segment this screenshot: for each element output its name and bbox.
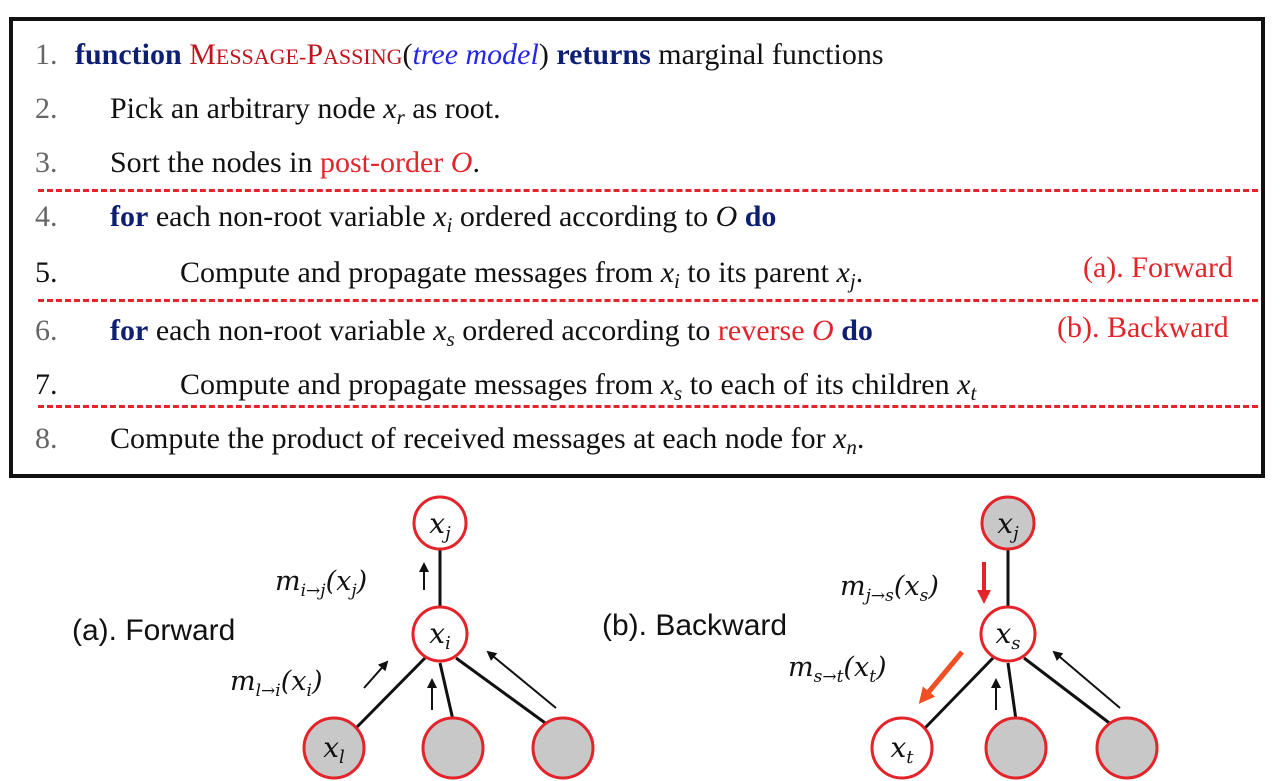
backward-node-leaf bbox=[984, 716, 1048, 780]
backward-node-parent bbox=[980, 495, 1036, 551]
message-passing-diagrams: xj xi xl mi→j(xj) ml→i(xi) (a). Forward … bbox=[72, 495, 1159, 780]
algorithm-box: 1. function MESSAGE-PASSING(tree model) … bbox=[9, 17, 1265, 478]
backward-node-child bbox=[870, 716, 934, 780]
function-argument: tree model bbox=[412, 38, 539, 71]
line-number: 8. bbox=[35, 422, 58, 455]
backward-tag: (b). Backward bbox=[1057, 311, 1229, 344]
line-number: 7. bbox=[35, 368, 58, 401]
keyword-returns: returns bbox=[556, 38, 651, 71]
line-number: 2. bbox=[35, 92, 58, 125]
backward-child-arrow bbox=[918, 650, 964, 704]
line-number: 6. bbox=[35, 314, 58, 347]
forward-mid-node-label: xi bbox=[429, 617, 451, 654]
forward-child-arrow bbox=[363, 660, 389, 689]
line-number: 1. bbox=[35, 38, 58, 71]
backward-right-arrow bbox=[1052, 650, 1121, 709]
backward-mid-node-label: xs bbox=[995, 617, 1020, 654]
line-number: 4. bbox=[35, 200, 58, 233]
forward-up-message: mi→j(xj) bbox=[275, 566, 367, 601]
forward-section-divider bbox=[38, 189, 1258, 192]
forward-node-parent bbox=[412, 495, 468, 551]
backward-down-message: mj→s(xs) bbox=[840, 571, 939, 606]
forward-node-leaf bbox=[531, 716, 595, 780]
backward-node-leaf bbox=[1095, 716, 1159, 780]
keyword-function: function bbox=[75, 38, 182, 71]
forward-right-arrow bbox=[486, 650, 557, 709]
backward-top-node-label: xj bbox=[997, 507, 1019, 544]
backward-diagram: xj xs xt mj→s(xs) ms→t(xt) (b). Backward bbox=[602, 495, 1159, 780]
forward-node-leaf bbox=[421, 716, 485, 780]
backward-leaf-node-label: xt bbox=[890, 731, 914, 768]
forward-node-current bbox=[411, 605, 469, 663]
line-number: 3. bbox=[35, 146, 58, 179]
forward-diagram: xj xi xl mi→j(xj) ml→i(xi) (a). Forward bbox=[72, 495, 595, 780]
backward-outgoing-message: ms→t(xt) bbox=[788, 652, 887, 687]
backward-node-current bbox=[979, 605, 1037, 663]
forward-top-node-label: xj bbox=[429, 507, 451, 544]
forward-incoming-message: ml→i(xi) bbox=[230, 666, 322, 701]
backward-section-divider bbox=[38, 299, 1258, 302]
forward-tag: (a). Forward bbox=[1083, 251, 1233, 284]
forward-leaf-node-label: xl bbox=[323, 731, 345, 768]
function-name: MESSAGE-PASSING bbox=[189, 38, 403, 71]
backward-label: (b). Backward bbox=[602, 609, 787, 642]
line-number: 5. bbox=[35, 256, 58, 289]
forward-label: (a). Forward bbox=[72, 614, 235, 647]
end-section-divider bbox=[38, 405, 1258, 408]
forward-node-child bbox=[302, 716, 366, 780]
